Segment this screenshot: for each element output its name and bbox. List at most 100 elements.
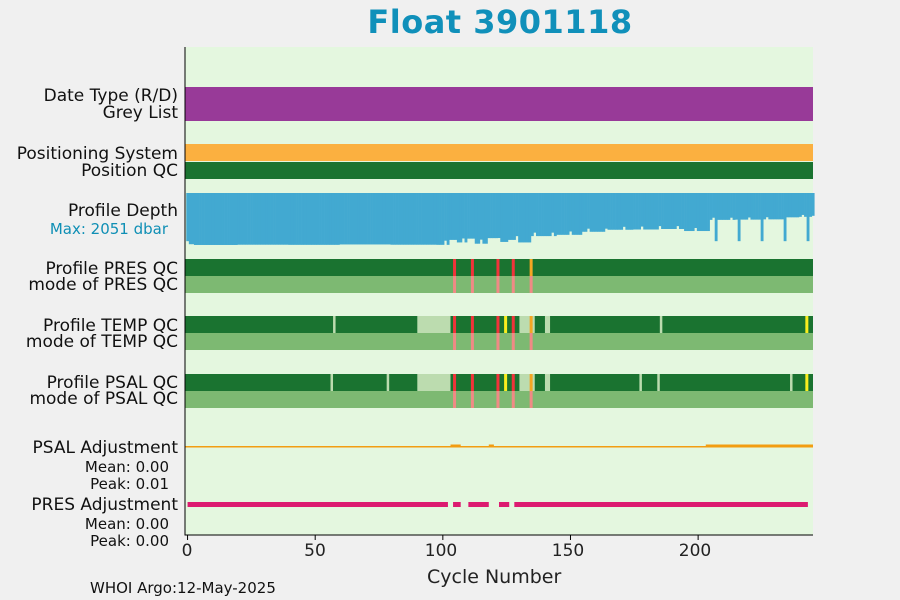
- depth-bar: [321, 193, 325, 245]
- pres-mode-label: mode of PRES QC: [28, 275, 178, 295]
- psal-qc-label: Profile PSAL QC: [46, 373, 178, 393]
- axes-frame: [184, 47, 813, 536]
- depth-bar: [518, 193, 521, 243]
- profile-depth-label: Profile Depth: [67, 201, 178, 221]
- depth-bar: [464, 193, 468, 243]
- depth-bar: [566, 193, 570, 235]
- depth-bar: [255, 193, 259, 245]
- depth-bar: [472, 193, 476, 239]
- positioning-system-bar: [185, 144, 813, 161]
- depth-bar: [576, 193, 580, 235]
- depth-bar: [783, 193, 787, 242]
- depth-bar: [252, 193, 256, 245]
- depth-bar: [788, 193, 792, 218]
- psal-qc-flag: [529, 374, 533, 391]
- depth-bar: [676, 193, 680, 227]
- depth-bar: [775, 193, 779, 220]
- depth-bar: [536, 193, 539, 237]
- depth-bar: [416, 193, 419, 245]
- max-depth-label: Max: 2051 dbar: [49, 220, 168, 238]
- depth-bar: [479, 193, 483, 240]
- depth-bar: [316, 193, 320, 245]
- depth-bar: [523, 193, 527, 243]
- depth-bar: [393, 193, 396, 245]
- depth-bar: [502, 193, 506, 242]
- depth-bar: [643, 193, 647, 230]
- depth-bar: [234, 193, 238, 245]
- x-tick-label: 0: [181, 541, 193, 561]
- depth-bar: [610, 193, 613, 230]
- depth-bar: [592, 193, 596, 232]
- depth-bar: [548, 193, 552, 237]
- depth-bar: [758, 193, 761, 220]
- depth-bar: [500, 193, 504, 242]
- depth-bar: [247, 193, 251, 245]
- depth-bar: [650, 193, 654, 230]
- temp-mode-flag: [496, 333, 500, 350]
- depth-bar: [421, 193, 424, 245]
- depth-bar: [426, 193, 430, 245]
- depth-bar: [737, 193, 741, 242]
- psal-qc-gap: [330, 374, 334, 391]
- depth-bar: [781, 193, 784, 220]
- depth-bar: [530, 193, 534, 237]
- depth-bar: [778, 193, 782, 220]
- depth-bar: [791, 193, 795, 218]
- depth-bar: [515, 193, 519, 237]
- pres-adjustment-segment: [187, 502, 448, 507]
- pres-qc-flag: [496, 259, 500, 276]
- depth-bar: [661, 193, 664, 230]
- depth-bar: [242, 193, 246, 245]
- depth-bar: [510, 193, 514, 240]
- depth-bar: [704, 193, 708, 232]
- psal-mode-flag: [453, 391, 457, 408]
- depth-bar: [449, 193, 453, 240]
- depth-bar: [533, 193, 537, 233]
- depth-bar: [385, 193, 389, 245]
- positioning-system-label: Positioning System: [16, 144, 178, 164]
- depth-bar: [199, 193, 202, 245]
- depth-bar: [382, 193, 386, 245]
- depth-bar: [370, 193, 373, 245]
- pres-qc-flag: [470, 259, 474, 276]
- pres-adjustment-segment: [453, 502, 461, 507]
- depth-bar: [666, 193, 670, 230]
- temp-qc-flag: [511, 316, 515, 333]
- depth-bar: [362, 193, 366, 245]
- depth-bar: [765, 193, 769, 218]
- depth-bar: [543, 193, 547, 237]
- depth-bar: [673, 193, 677, 230]
- depth-bar: [456, 193, 460, 243]
- depth-bar: [444, 193, 447, 241]
- depth-bar: [717, 193, 721, 220]
- psal-mode-flag: [529, 391, 533, 408]
- depth-bar: [308, 193, 312, 245]
- depth-bar: [413, 193, 417, 245]
- depth-bar: [801, 193, 805, 215]
- depth-bar: [298, 193, 302, 245]
- temp-qc-pale: [417, 316, 451, 333]
- psal-qc-gap: [639, 374, 642, 391]
- depth-bar: [648, 193, 652, 230]
- depth-bar: [528, 193, 532, 243]
- depth-bar: [768, 193, 772, 220]
- depth-bar: [216, 193, 220, 245]
- grey-list-label: Grey List: [102, 103, 178, 123]
- psal-qc-flag: [470, 374, 474, 391]
- depth-bar: [354, 193, 358, 245]
- depth-bar: [428, 193, 432, 245]
- depth-bar: [375, 193, 379, 245]
- depth-bar: [602, 193, 606, 232]
- depth-bar: [617, 193, 621, 230]
- depth-bar: [520, 193, 524, 243]
- depth-bar: [293, 193, 297, 245]
- depth-bar: [740, 193, 744, 220]
- depth-bar: [556, 193, 560, 235]
- depth-bar: [367, 193, 371, 245]
- depth-bar: [290, 193, 294, 245]
- temp-qc-gap: [333, 316, 336, 333]
- depth-bar: [267, 193, 271, 245]
- depth-bar: [265, 193, 269, 245]
- depth-bar: [796, 193, 800, 218]
- depth-bar: [615, 193, 619, 230]
